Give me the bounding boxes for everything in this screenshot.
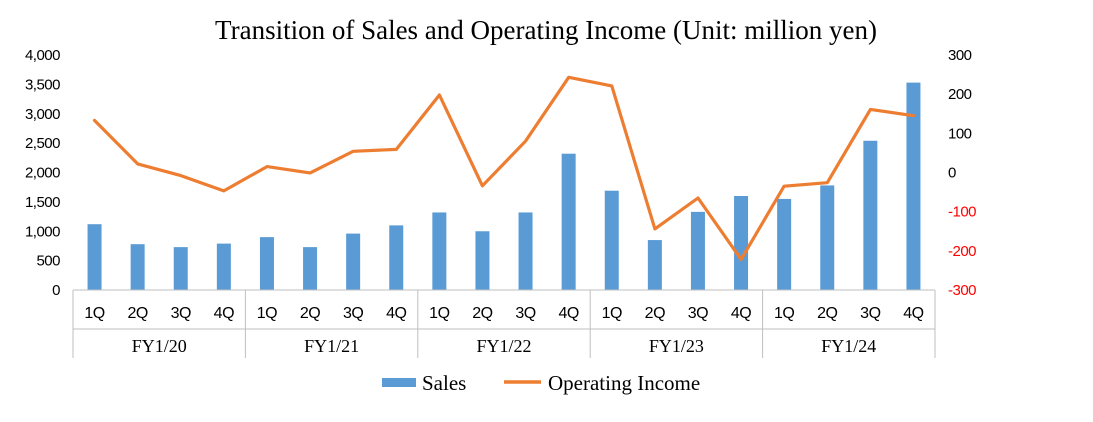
sales-bar <box>690 211 705 290</box>
left-axis-tick-label: 1,500 <box>25 194 60 211</box>
category-tick-label: 1Q <box>602 305 622 322</box>
legend-sales-swatch <box>382 378 416 387</box>
category-tick-label: 2Q <box>127 305 147 322</box>
category-tick-label: 2Q <box>817 305 837 322</box>
category-tick-label: 3Q <box>343 305 363 322</box>
left-axis-tick-label: 4,000 <box>25 47 60 64</box>
category-tick-label: 2Q <box>300 305 320 322</box>
chart-title: Transition of Sales and Operating Income… <box>215 15 877 45</box>
left-axis-tick-label: 500 <box>36 253 60 270</box>
right-axis-tick-label: -200 <box>948 243 976 260</box>
left-y-axis: 0 500 1,000 1,500 2,000 2,500 3,000 3,500 4,000 <box>25 47 61 299</box>
sales-bar <box>216 243 231 290</box>
category-tick-label: 4Q <box>903 305 923 322</box>
category-tick-label: 3Q <box>171 305 191 322</box>
fiscal-year-label: FY1/22 <box>476 336 531 356</box>
category-tick-label: 1Q <box>429 305 449 322</box>
category-tick-label: 3Q <box>515 305 535 322</box>
fiscal-year-label: FY1/24 <box>821 336 876 356</box>
category-tick-label: 2Q <box>645 305 665 322</box>
right-axis-tick-label: 100 <box>948 125 972 142</box>
operating-income-polyline <box>92 75 916 261</box>
left-axis-tick-label: 3,000 <box>25 106 60 123</box>
right-axis-tick-label: 200 <box>948 86 972 103</box>
right-axis-tick-label: 0 <box>948 165 956 182</box>
right-axis-tick-label: -100 <box>948 204 976 221</box>
category-tick-label: 1Q <box>84 305 104 322</box>
sales-bar <box>561 153 576 290</box>
sales-bar <box>820 185 835 290</box>
fiscal-year-label: FY1/23 <box>649 336 704 356</box>
legend-sales-label: Sales <box>422 371 466 395</box>
category-tick-label: 2Q <box>472 305 492 322</box>
fiscal-year-label: FY1/21 <box>304 336 359 356</box>
sales-bar <box>863 140 878 290</box>
category-tick-label: 1Q <box>774 305 794 322</box>
sales-bar <box>259 237 274 290</box>
fiscal-year-label: FY1/20 <box>132 336 187 356</box>
sales-bar <box>173 247 188 290</box>
sales-bar <box>906 82 921 290</box>
legend-operating-income-label: Operating Income <box>548 371 700 395</box>
sales-bar <box>604 190 619 290</box>
sales-bar <box>432 212 447 290</box>
sales-bar <box>130 244 145 290</box>
left-axis-tick-label: 2,500 <box>25 135 60 152</box>
sales-bar <box>518 212 533 290</box>
sales-bar <box>647 240 662 290</box>
sales-bar <box>303 247 318 290</box>
category-tick-label: 3Q <box>688 305 708 322</box>
left-axis-tick-label: 3,500 <box>25 76 60 93</box>
left-axis-tick-label: 1,000 <box>25 223 60 240</box>
sales-bar <box>87 224 102 290</box>
sales-bar <box>734 196 749 290</box>
left-axis-tick-label: 0 <box>52 282 60 299</box>
sales-bars <box>87 82 921 290</box>
category-tick-label: 1Q <box>257 305 277 322</box>
category-tick-label: 4Q <box>731 305 751 322</box>
category-tick-label: 4Q <box>214 305 234 322</box>
sales-bar <box>389 225 404 290</box>
operating-income-line <box>92 75 916 261</box>
right-axis-tick-label: -300 <box>948 282 976 299</box>
category-tick-label: 4Q <box>386 305 406 322</box>
right-axis-tick-label: 300 <box>948 47 972 64</box>
category-tick-label: 4Q <box>558 305 578 322</box>
sales-bar <box>346 233 361 290</box>
legend: Sales Operating Income <box>382 371 700 395</box>
sales-bar <box>475 231 490 290</box>
left-axis-tick-label: 2,000 <box>25 165 60 182</box>
category-tick-label: 3Q <box>860 305 880 322</box>
sales-bar <box>777 198 792 290</box>
right-y-axis: -300 -200 -100 0 100 200 300 <box>948 47 977 299</box>
x-axis: 1Q 2Q 3Q 4Q 1Q 2Q 3Q 4Q 1Q 2Q 3Q 4Q 1Q 2Q 3Q 4Q 1Q 2Q 3Q 4Q… <box>72 289 936 358</box>
